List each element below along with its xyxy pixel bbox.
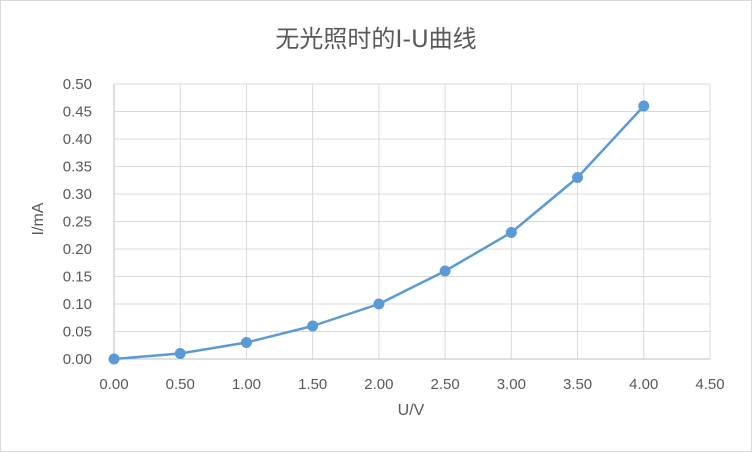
x-axis-title: U/V bbox=[397, 402, 425, 419]
y-tick-label: 0.10 bbox=[63, 296, 92, 313]
x-tick-label: 3.00 bbox=[497, 376, 526, 393]
x-tick-label: 3.50 bbox=[563, 376, 592, 393]
y-tick-label: 0.20 bbox=[63, 241, 92, 258]
series bbox=[108, 100, 650, 365]
x-tick-label: 1.00 bbox=[232, 376, 261, 393]
data-point bbox=[108, 353, 120, 365]
data-point bbox=[373, 298, 385, 310]
data-point bbox=[638, 100, 650, 112]
y-tick-label: 0.30 bbox=[63, 186, 92, 203]
y-tick-label: 0.05 bbox=[63, 324, 92, 341]
axes bbox=[113, 84, 710, 360]
x-tick-label: 2.50 bbox=[431, 376, 460, 393]
y-tick-label: 0.40 bbox=[63, 131, 92, 148]
x-tick-label: 2.00 bbox=[364, 376, 393, 393]
x-tick-label: 4.50 bbox=[695, 376, 724, 393]
data-point bbox=[307, 320, 319, 332]
x-tick-label: 0.00 bbox=[99, 376, 128, 393]
x-tick-label: 0.50 bbox=[166, 376, 195, 393]
y-tick-label: 0.45 bbox=[63, 104, 92, 121]
data-point bbox=[572, 172, 584, 183]
x-tick-label: 1.50 bbox=[298, 376, 327, 393]
x-tick-label: 4.00 bbox=[629, 376, 658, 393]
y-axis-title: I/mA bbox=[30, 202, 47, 236]
y-tick-label: 0.35 bbox=[63, 159, 92, 176]
y-tick-label: 0.25 bbox=[63, 214, 92, 231]
tick-labels: 0.00 0.50 1.00 1.50 2.00 2.50 3.00 3.50 4.00 4.50… bbox=[63, 76, 725, 393]
y-tick-label: 0.15 bbox=[63, 269, 92, 286]
data-point bbox=[174, 348, 186, 359]
y-tick-label: 0.50 bbox=[63, 76, 92, 93]
y-tick-label: 0.00 bbox=[63, 351, 92, 368]
data-point bbox=[240, 337, 252, 348]
data-point bbox=[439, 265, 451, 277]
data-point bbox=[505, 227, 517, 238]
gridlines bbox=[113, 83, 711, 360]
chart-title: 无光照时的I-U曲线 bbox=[275, 25, 477, 53]
